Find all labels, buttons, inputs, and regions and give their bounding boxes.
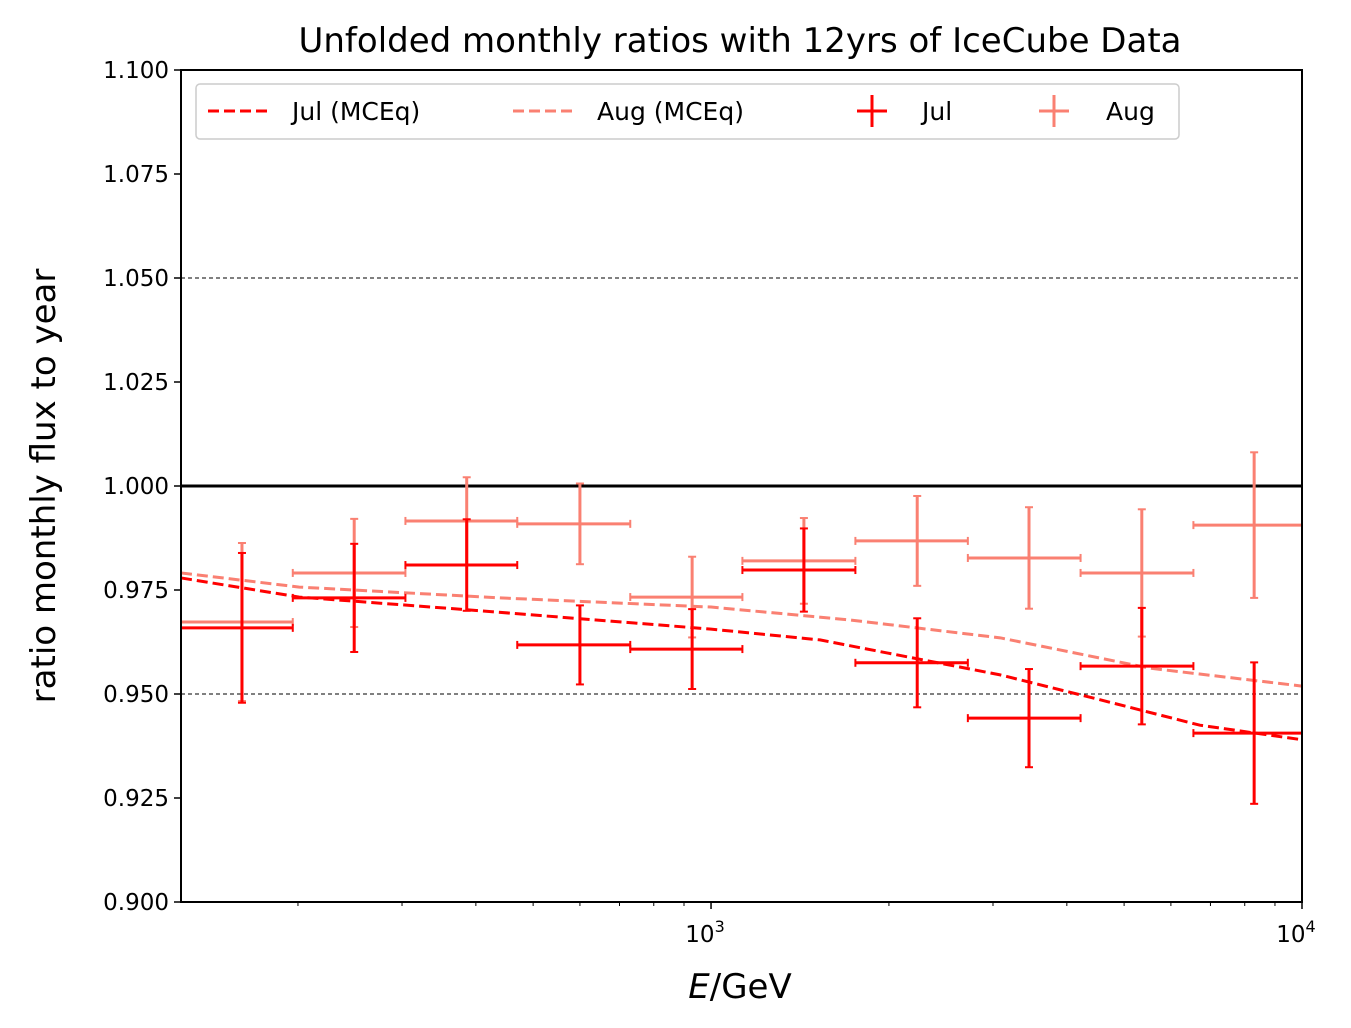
y-tick-label: 1.050 — [103, 266, 169, 292]
errorbar-point-jul — [291, 542, 407, 653]
legend-label: Jul (MCEq) — [290, 97, 420, 126]
errorbar-point-aug — [180, 541, 294, 703]
errorbar-point-jul — [516, 604, 632, 686]
errorbar-point-jul — [404, 518, 519, 612]
legend-label: Aug (MCEq) — [597, 97, 744, 126]
legend: Jul (MCEq) Aug (MCEq) Jul Aug — [195, 83, 1180, 140]
y-tick-label: 1.075 — [103, 162, 169, 188]
y-tick-label: 0.975 — [103, 578, 169, 604]
legend-label: Aug — [1106, 97, 1155, 126]
errorbar-point-aug — [741, 517, 857, 605]
errorbar-point-jul — [966, 668, 1082, 769]
legend-item: Aug — [1039, 95, 1155, 127]
legend-item: Jul — [857, 95, 952, 127]
errorbar-point-aug — [1192, 451, 1303, 599]
errorbar-point-jul — [741, 527, 857, 613]
legend-item: Jul (MCEq) — [208, 97, 420, 126]
errorbar-point-aug — [1079, 508, 1195, 638]
x-tick-label: 104 — [1276, 917, 1315, 948]
y-tick-label: 0.925 — [103, 786, 169, 812]
y-axis-label: ratio monthly flux to year — [24, 269, 64, 704]
y-tick-label: 0.950 — [103, 682, 169, 708]
errorbar-point-jul — [629, 608, 744, 691]
errorbar-point-aug — [854, 494, 969, 587]
x-axis-label: E/GeV — [688, 967, 791, 1007]
chart-title: Unfolded monthly ratios with 12yrs of Ic… — [298, 21, 1181, 61]
y-tick-label: 1.000 — [103, 474, 169, 500]
legend-box — [195, 83, 1180, 140]
errorbar-point-aug — [516, 482, 632, 566]
errorbar-point-jul — [1079, 606, 1195, 726]
errorbar-point-jul — [854, 617, 969, 709]
mceq-line-aug — [180, 571, 1303, 688]
errorbar-point-aug — [291, 517, 407, 629]
errorbar-point-aug — [404, 476, 519, 566]
y-tick-label: 1.025 — [103, 370, 169, 396]
legend-label: Jul — [920, 97, 952, 126]
legend-item: Aug (MCEq) — [513, 97, 744, 126]
x-tick-label: 103 — [685, 917, 724, 948]
errorbar-point-aug — [966, 506, 1082, 610]
y-tick-label: 0.900 — [103, 890, 169, 916]
y-tick-label: 1.100 — [103, 58, 169, 84]
mceq-line-jul — [180, 576, 1303, 742]
